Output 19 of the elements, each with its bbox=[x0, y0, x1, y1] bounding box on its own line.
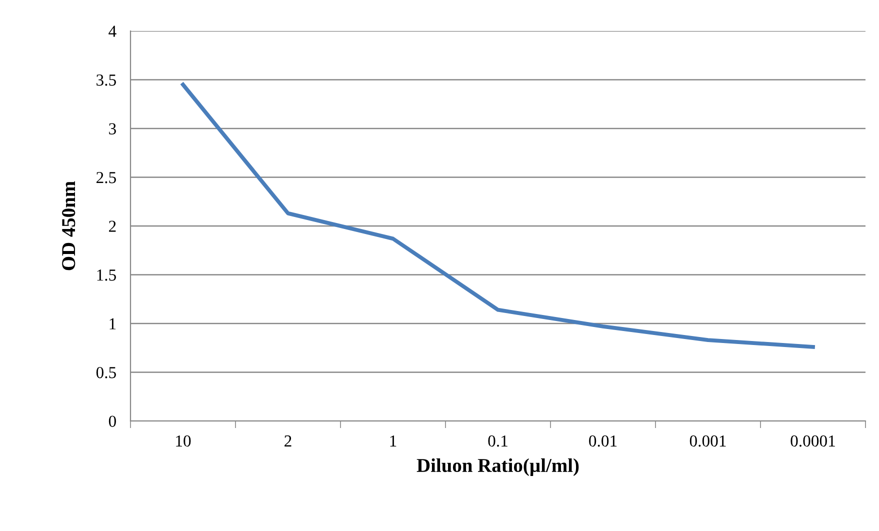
y-tick-label: 3.5 bbox=[96, 74, 116, 86]
y-tick-label: 2.5 bbox=[96, 172, 116, 184]
y-axis-title: OD 450nm bbox=[62, 181, 76, 270]
x-tick-label: 2 bbox=[284, 435, 292, 446]
x-tick-label: 0.1 bbox=[488, 435, 508, 447]
y-tick-label: 1.5 bbox=[97, 270, 116, 281]
x-tick-label: 1 bbox=[390, 435, 396, 446]
x-tick-label: 0.01 bbox=[589, 435, 617, 447]
y-tick-label: 3 bbox=[109, 123, 116, 134]
y-tick-label: 1 bbox=[110, 318, 116, 330]
x-tick-label: 10 bbox=[176, 435, 191, 447]
x-tick-label: 0.001 bbox=[690, 435, 726, 447]
y-tick-label: 2 bbox=[109, 220, 116, 232]
y-tick-label: 0 bbox=[108, 416, 116, 427]
y-tick-label: 4 bbox=[108, 26, 116, 37]
x-axis-title: Diluon Ratio(µl/ml) bbox=[416, 458, 579, 476]
y-tick-label: 0.5 bbox=[96, 366, 116, 378]
line-series bbox=[181, 82, 815, 349]
x-tick-label: 0.0001 bbox=[790, 435, 835, 447]
